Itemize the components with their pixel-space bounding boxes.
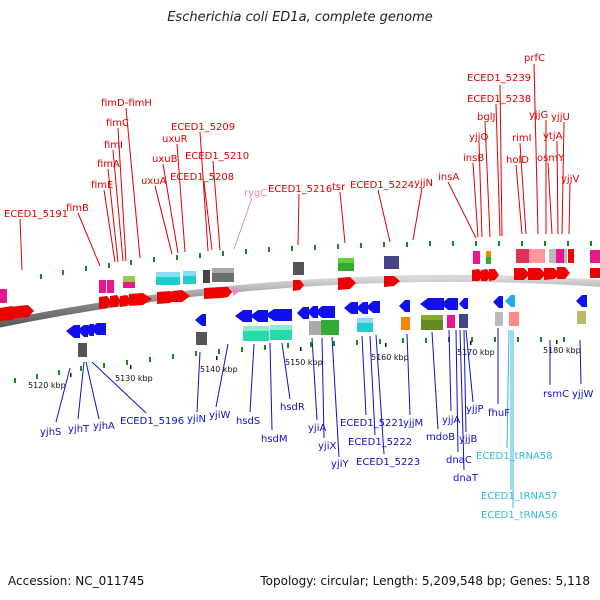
gene-label-fimi: fimI — [104, 140, 123, 151]
gene-label-uxua: uxuA — [141, 176, 167, 187]
gene-label-yjiy: yjiY — [331, 459, 349, 470]
gene-label-hold: holD — [506, 155, 529, 166]
gene-label-yjia: yjiA — [308, 423, 326, 434]
gene-label-eced1-5216: ECED1_5216 — [268, 184, 332, 195]
forward-leaders — [19, 63, 571, 271]
gene-label-yjjp: yjjP — [466, 404, 484, 415]
gene-label-eced1-5208: ECED1_5208 — [170, 172, 234, 183]
gene-label-yjjw: yjjW — [572, 389, 593, 400]
gene-label-fhuf: fhuF — [488, 408, 510, 419]
gene-label-ytja: ytjA — [543, 131, 563, 142]
gene-label-dnat: dnaT — [453, 473, 479, 484]
gene-label-yjiw: yjiW — [209, 410, 230, 421]
gene-label-yjja: yjjA — [442, 415, 460, 426]
gene-label-uxur: uxuR — [162, 134, 188, 145]
tick-label-5130: 5130 kbp — [115, 374, 153, 383]
gene-label-uxub: uxuB — [152, 154, 178, 165]
gene-label-insa: insA — [438, 172, 459, 183]
reverse-leaders — [55, 328, 582, 471]
gene-label-mdob: mdoB — [426, 432, 455, 443]
gene-label-eced1-trna56: ECED1_tRNA56 — [481, 510, 558, 521]
gene-label-osmy: osmY — [537, 153, 565, 164]
tick-label-5170: 5170 kbp — [457, 348, 495, 357]
rygc-leader — [233, 197, 253, 250]
gene-label-fimb: fimB — [66, 203, 89, 214]
gene-label-yjix: yjiX — [318, 441, 336, 452]
gene-label-eced1-5238: ECED1_5238 — [467, 94, 531, 105]
tick-label-5140: 5140 kbp — [200, 365, 238, 374]
gene-label-fimd-fimh: fimD-fimH — [101, 98, 152, 109]
gene-label-hsdr: hsdR — [280, 402, 305, 413]
tick-label-5180: 5180 kbp — [543, 346, 581, 355]
gene-label-eced1-5224: ECED1_5224 — [350, 180, 414, 191]
gene-label-rimi: rimI — [512, 133, 532, 144]
gene-label-yjht: yjhT — [68, 424, 90, 435]
reverse-gene-labels: yjhS yjhT yjhA ECED1_5196 yjiN yjiW hsdS… — [40, 389, 593, 521]
gene-label-yjin: yjiN — [187, 414, 206, 425]
genome-summary-text: Topology: circular; Length: 5,209,548 bp… — [260, 574, 590, 588]
trna-leaders — [506, 329, 514, 508]
gene-label-fimc: fimC — [106, 118, 129, 129]
gene-label-insb: insB — [463, 153, 484, 164]
gene-label-dnac: dnaC — [446, 455, 472, 466]
gene-label-eced1-trna58: ECED1_tRNA58 — [476, 451, 553, 462]
kbp-scale: 5120 kbp 5130 kbp 5140 kbp 5150 kbp 5160… — [28, 340, 581, 390]
forward-features — [0, 249, 600, 321]
accession-text: Accession: NC_011745 — [8, 574, 145, 588]
gene-label-yjhs: yjhS — [40, 427, 61, 438]
gene-label-tsr: tsr — [332, 182, 346, 193]
gene-label-bglj: bglJ — [477, 112, 495, 123]
gene-label-yjjq: yjjQ — [469, 132, 488, 143]
gene-label-eced1-5210: ECED1_5210 — [185, 151, 249, 162]
tick-label-5160: 5160 kbp — [371, 353, 409, 362]
gene-label-yjjv: yjjV — [561, 174, 579, 185]
gene-label-yjju: yjjU — [551, 112, 570, 123]
gene-label-yjha: yjhA — [93, 421, 115, 432]
gene-label-fime: fimE — [91, 180, 113, 191]
gene-label-fima: fimA — [97, 159, 120, 170]
forward-gene-labels: ECED1_5191 fimB fimE fimA fimI fimC fimD… — [4, 53, 579, 220]
gene-label-prfc: prfC — [524, 53, 545, 64]
gene-label-eced1-5239: ECED1_5239 — [467, 73, 531, 84]
gene-label-rsmc: rsmC — [543, 389, 569, 400]
gene-label-eced1-5196: ECED1_5196 — [120, 416, 184, 427]
gene-label-yjjg: yjjG — [529, 110, 548, 121]
gene-label-hsds: hsdS — [236, 416, 260, 427]
gene-label-eced1-5221: ECED1_5221 — [340, 418, 404, 429]
gene-label-yjjb: yjjB — [459, 434, 477, 445]
gene-label-rygc: rygC — [244, 188, 267, 199]
reverse-features — [66, 295, 587, 357]
gene-label-yjjn: yjjN — [414, 178, 433, 189]
gene-label-eced1-5191: ECED1_5191 — [4, 209, 68, 220]
map-title: Escherichia coli ED1a, complete genome — [167, 10, 433, 25]
gene-label-eced1-5222: ECED1_5222 — [348, 437, 412, 448]
forward-scale-dots — [40, 241, 592, 279]
gene-label-eced1-trna57: ECED1_tRNA57 — [481, 491, 558, 502]
tick-label-5120: 5120 kbp — [28, 381, 66, 390]
gene-label-yjjm: yjjM — [403, 418, 423, 429]
gene-label-eced1-5209: ECED1_5209 — [171, 122, 235, 133]
gene-label-eced1-5223: ECED1_5223 — [356, 457, 420, 468]
gene-label-hsdm: hsdM — [261, 434, 288, 445]
tick-label-5150: 5150 kbp — [285, 358, 323, 367]
